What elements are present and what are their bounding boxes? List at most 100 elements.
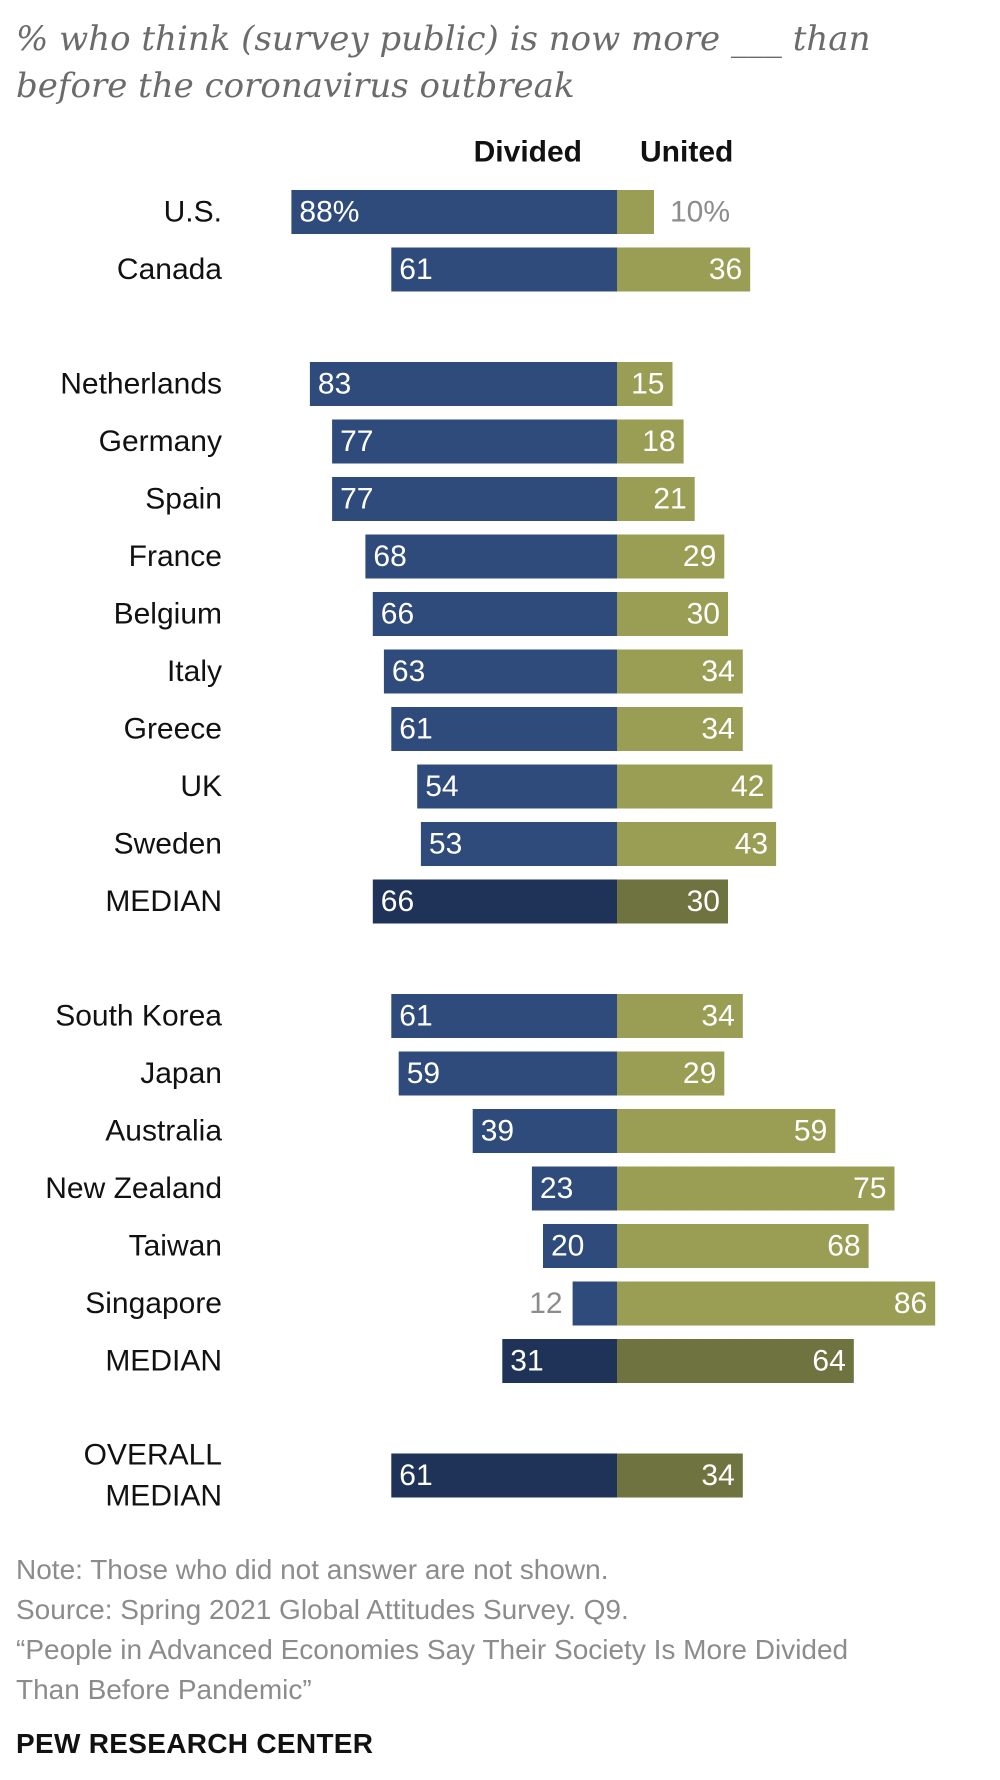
row-label-sweden: Sweden (114, 828, 222, 861)
bar-united-median (617, 1339, 854, 1383)
bar-divided-spain (332, 477, 617, 521)
row-label-spain: Spain (145, 483, 222, 516)
bar-divided-sweden (420, 822, 617, 866)
row-label-greece: Greece (124, 713, 222, 746)
row-label-japan: Japan (140, 1057, 222, 1090)
value-divided-south-korea: 61 (399, 1000, 432, 1033)
value-divided-singapore: 12 (529, 1287, 562, 1320)
value-divided-overall-median: 61 (399, 1459, 432, 1492)
bar-divided-france (365, 534, 617, 579)
value-united-sweden: 43 (735, 828, 768, 861)
bar-divided-italy (383, 649, 617, 694)
bar-divided-median (372, 879, 617, 924)
bar-divided-u-s- (291, 190, 617, 234)
row-label-netherlands: Netherlands (60, 368, 222, 401)
bar-divided-taiwan (543, 1224, 617, 1268)
row-label-singapore: Singapore (85, 1287, 222, 1320)
bar-divided-japan (398, 1051, 617, 1096)
value-united-france: 29 (683, 540, 716, 573)
value-united-canada: 36 (709, 253, 742, 286)
value-divided-belgium: 66 (381, 598, 414, 631)
bar-united-japan (617, 1051, 725, 1096)
row-label-median: MEDIAN (105, 885, 222, 918)
value-divided-median: 66 (381, 885, 414, 918)
value-divided-italy: 63 (392, 655, 425, 688)
bar-divided-canada (391, 247, 617, 292)
bar-united-overall-median (617, 1453, 743, 1498)
value-united-u-s-: 10% (670, 196, 730, 229)
bar-united-sweden (617, 822, 777, 866)
value-divided-median: 31 (510, 1345, 543, 1378)
row-label-overall-median-0: OVERALL (84, 1439, 222, 1472)
bar-united-spain (617, 477, 695, 521)
bar-divided-south-korea (391, 994, 617, 1038)
value-united-australia: 59 (794, 1115, 827, 1148)
bar-divided-belgium (372, 592, 617, 636)
value-divided-japan: 59 (407, 1057, 440, 1090)
bar-divided-greece (391, 707, 617, 751)
bar-united-greece (617, 707, 743, 751)
bar-united-netherlands (617, 362, 673, 406)
value-united-median: 64 (812, 1345, 845, 1378)
chart-footer: Note: Those who did not answer are not s… (16, 1550, 976, 1710)
value-united-italy: 34 (701, 655, 734, 688)
bar-united-south-korea (617, 994, 743, 1038)
value-divided-spain: 77 (340, 483, 373, 516)
bar-divided-uk (417, 764, 617, 809)
row-label-uk: UK (180, 770, 222, 803)
value-divided-uk: 54 (425, 770, 458, 803)
value-united-germany: 18 (642, 425, 675, 458)
value-divided-u-s-: 88% (299, 196, 359, 229)
value-united-new-zealand: 75 (853, 1172, 886, 1205)
bar-united-belgium (617, 592, 728, 636)
value-united-uk: 42 (731, 770, 764, 803)
value-united-overall-median: 34 (701, 1459, 734, 1492)
value-united-singapore: 86 (894, 1287, 927, 1320)
row-label-u-s-: U.S. (164, 196, 222, 229)
legend-divided: Divided (474, 136, 582, 169)
row-label-australia: Australia (105, 1115, 222, 1148)
value-divided-greece: 61 (399, 713, 432, 746)
bar-divided-new-zealand (531, 1166, 617, 1211)
report-title-line-1: “People in Advanced Economies Say Their … (16, 1634, 849, 1665)
note-text: Note: Those who did not answer are not s… (16, 1554, 609, 1585)
bar-united-singapore (617, 1281, 936, 1326)
value-united-japan: 29 (683, 1057, 716, 1090)
row-label-new-zealand: New Zealand (45, 1172, 222, 1205)
value-divided-france: 68 (373, 540, 406, 573)
value-divided-canada: 61 (399, 253, 432, 286)
row-label-belgium: Belgium (114, 598, 222, 631)
value-united-netherlands: 15 (631, 368, 664, 401)
value-united-taiwan: 68 (827, 1230, 860, 1263)
legend-united: United (640, 136, 733, 169)
row-label-germany: Germany (99, 425, 222, 458)
bar-united-uk (617, 764, 773, 809)
value-divided-australia: 39 (481, 1115, 514, 1148)
row-label-median: MEDIAN (105, 1345, 222, 1378)
bar-united-median (617, 879, 728, 924)
row-label-france: France (129, 540, 222, 573)
report-title-line-2: Than Before Pandemic” (16, 1674, 312, 1705)
bar-divided-netherlands (309, 362, 617, 406)
value-united-spain: 21 (653, 483, 686, 516)
chart-title: % who think (survey public) is now more … (16, 19, 871, 106)
value-divided-taiwan: 20 (551, 1230, 584, 1263)
bar-united-france (617, 534, 725, 579)
bar-united-italy (617, 649, 743, 694)
value-divided-netherlands: 83 (318, 368, 351, 401)
value-divided-sweden: 53 (429, 828, 462, 861)
bar-divided-overall-median (391, 1453, 617, 1498)
bar-united-canada (617, 247, 751, 292)
value-divided-new-zealand: 23 (540, 1172, 573, 1205)
value-united-south-korea: 34 (701, 1000, 734, 1033)
bar-divided-median (502, 1339, 617, 1383)
bar-divided-australia (472, 1109, 617, 1153)
row-label-overall-median-1: MEDIAN (105, 1480, 222, 1513)
bar-united-germany (617, 419, 684, 464)
row-label-canada: Canada (117, 253, 222, 286)
row-label-italy: Italy (167, 655, 222, 688)
bar-united-australia (617, 1109, 836, 1153)
pew-research-center-logo-text: PEW RESEARCH CENTER (16, 1728, 374, 1759)
bar-united-u-s- (617, 190, 654, 234)
row-label-south-korea: South Korea (55, 1000, 222, 1033)
